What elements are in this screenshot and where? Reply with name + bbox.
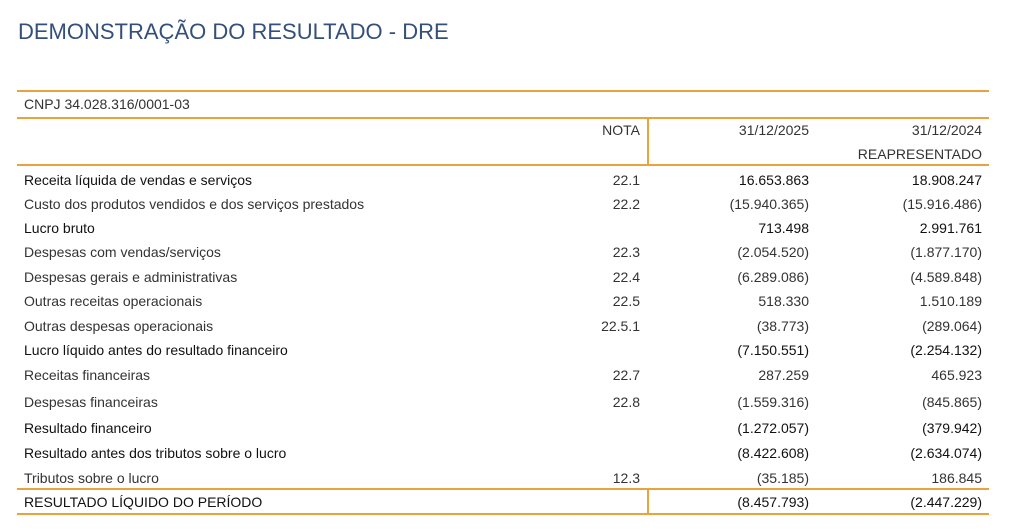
row-note: 22.7 bbox=[612, 367, 640, 383]
row-note: 22.5.1 bbox=[601, 318, 640, 334]
row-label: Receitas financeiras bbox=[24, 367, 151, 383]
row-value: 518.330 bbox=[758, 293, 809, 309]
row-note: 22.1 bbox=[612, 172, 640, 188]
row-label: Tributos sobre o lucro bbox=[24, 470, 159, 486]
row-note: 22.5 bbox=[612, 293, 640, 309]
row-label: Outras receitas operacionais bbox=[24, 293, 203, 309]
column-rule bbox=[647, 489, 649, 514]
row-value: (8.422.608) bbox=[737, 445, 809, 461]
column-header: NOTA bbox=[602, 122, 640, 138]
rule bbox=[17, 488, 989, 490]
title: DEMONSTRAÇÃO DO RESULTADO - DRE bbox=[18, 19, 449, 44]
row-value: (7.150.551) bbox=[737, 342, 809, 358]
column-header-note: REAPRESENTADO bbox=[857, 146, 982, 162]
row-value: 186.845 bbox=[931, 470, 982, 486]
row-note: 12.3 bbox=[612, 470, 640, 486]
row-value: (38.773) bbox=[756, 318, 809, 334]
row-value: (1.559.316) bbox=[737, 394, 809, 410]
rule bbox=[17, 90, 989, 92]
row-value: 18.908.247 bbox=[911, 172, 982, 188]
total-label: RESULTADO LÍQUIDO DO PERÍODO bbox=[24, 494, 263, 510]
row-value: (1.877.170) bbox=[910, 244, 982, 260]
row-value: (35.185) bbox=[756, 470, 809, 486]
row-label: Lucro bruto bbox=[24, 220, 95, 236]
cnpj: CNPJ 34.028.316/0001-03 bbox=[24, 96, 190, 112]
row-value: (289.064) bbox=[922, 318, 982, 334]
row-label: Resultado financeiro bbox=[24, 420, 152, 436]
row-value: 465.923 bbox=[931, 367, 982, 383]
row-label: Despesas gerais e administrativas bbox=[24, 269, 238, 285]
rule bbox=[17, 117, 989, 119]
row-value: (6.289.086) bbox=[737, 269, 809, 285]
row-value: 16.653.863 bbox=[738, 172, 809, 188]
row-value: 1.510.189 bbox=[919, 293, 982, 309]
column-header: 31/12/2024 bbox=[911, 122, 982, 138]
column-rule bbox=[647, 118, 649, 165]
row-note: 22.4 bbox=[612, 269, 640, 285]
row-label: Despesas financeiras bbox=[24, 394, 158, 410]
rule bbox=[17, 513, 989, 515]
row-label: Resultado antes dos tributos sobre o luc… bbox=[24, 445, 287, 461]
row-label: Outras despesas operacionais bbox=[24, 318, 214, 334]
row-value: (4.589.848) bbox=[910, 269, 982, 285]
row-label: Custo dos produtos vendidos e dos serviç… bbox=[24, 196, 365, 212]
column-header: 31/12/2025 bbox=[738, 122, 809, 138]
total-value: (8.457.793) bbox=[737, 494, 809, 510]
row-value: (2.634.074) bbox=[910, 445, 982, 461]
row-value: (2.254.132) bbox=[910, 342, 982, 358]
row-label: Despesas com vendas/serviços bbox=[24, 244, 221, 260]
row-note: 22.2 bbox=[612, 196, 640, 212]
row-label: Receita líquida de vendas e serviços bbox=[24, 172, 253, 188]
row-value: 287.259 bbox=[758, 367, 809, 383]
row-value: (1.272.057) bbox=[737, 420, 809, 436]
row-value: (15.940.365) bbox=[729, 196, 809, 212]
row-value: 2.991.761 bbox=[919, 220, 982, 236]
row-value: 713.498 bbox=[758, 220, 809, 236]
row-value: (2.054.520) bbox=[737, 244, 809, 260]
row-note: 22.3 bbox=[612, 244, 640, 260]
row-value: (379.942) bbox=[922, 420, 982, 436]
total-value: (2.447.229) bbox=[910, 494, 982, 510]
row-label: Lucro líquido antes do resultado finance… bbox=[24, 342, 288, 358]
row-value: (15.916.486) bbox=[902, 196, 982, 212]
row-note: 22.8 bbox=[612, 394, 640, 410]
row-value: (845.865) bbox=[922, 394, 982, 410]
rule bbox=[17, 164, 989, 166]
